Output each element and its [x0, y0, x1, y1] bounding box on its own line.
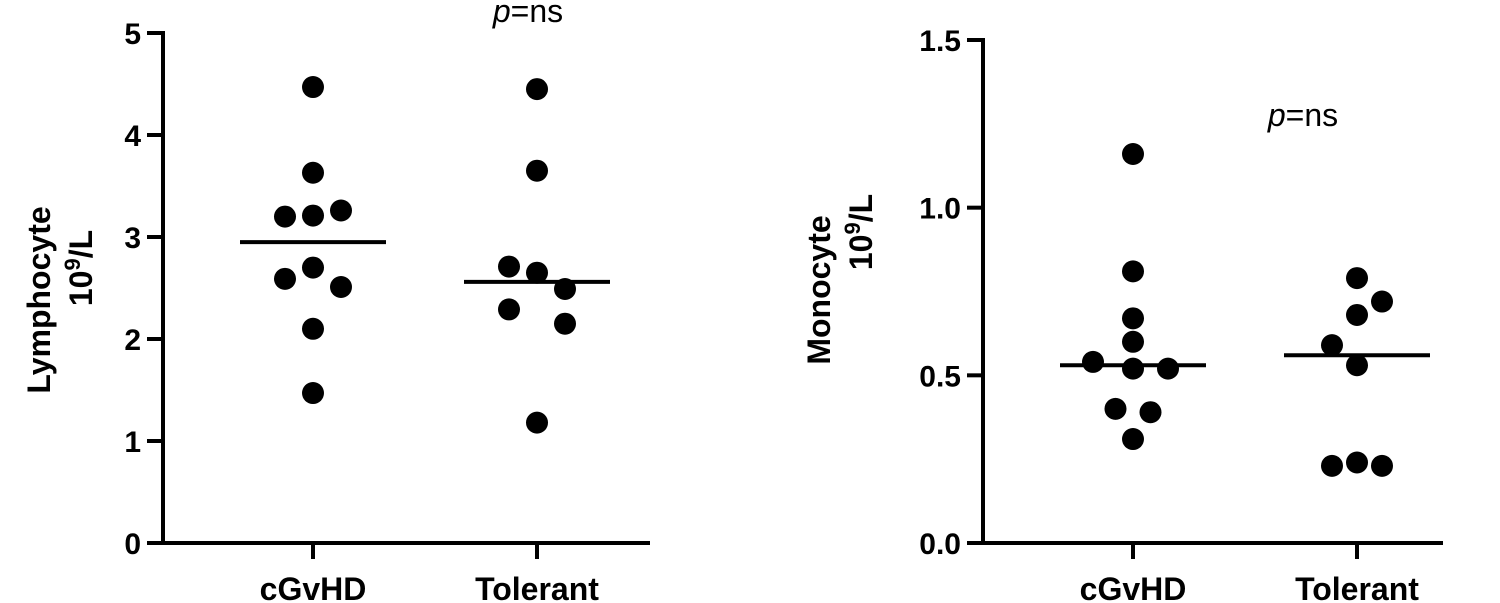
lymphocyte-axes: 0 1 2 3 4 5 cGvHD Tolerant — [124, 18, 650, 603]
lymphocyte-tolerant-point — [498, 298, 520, 321]
lymphocyte-y-tick-label: 2 — [124, 324, 141, 357]
monocyte-y-tick-label: 1.0 — [919, 193, 961, 226]
monocyte-ylabel: Monocyte — [801, 215, 837, 364]
monocyte-tolerant-point — [1346, 451, 1368, 474]
monocyte-cgvhd-point — [1139, 401, 1162, 424]
monocyte-tolerant-point — [1321, 334, 1343, 357]
monocyte-axes: 0.0 0.5 1.0 1.5 cGvHD Tolerant — [919, 25, 1443, 603]
lymphocyte-panel: Lymphocyte 109/L 0 1 2 3 4 5 cGvHD Tolerant p=n… — [21, 0, 650, 603]
monocyte-cgvhd-point — [1082, 350, 1104, 373]
lymphocyte-cgvhd-point — [274, 267, 296, 290]
monocyte-marks — [1060, 143, 1430, 477]
monocyte-tolerant-point — [1371, 290, 1393, 313]
monocyte-category-label-cgvhd: cGvHD — [1080, 571, 1187, 603]
lymphocyte-cgvhd-point — [274, 205, 296, 228]
lymphocyte-cgvhd-point — [302, 256, 324, 279]
monocyte-cgvhd-point — [1104, 397, 1127, 420]
monocyte-cgvhd-point — [1122, 428, 1144, 451]
lymphocyte-tolerant-point — [554, 312, 576, 335]
lymphocyte-category-label-cgvhd: cGvHD — [260, 571, 367, 603]
monocyte-p-value: p=ns — [1267, 97, 1338, 133]
monocyte-tolerant-point — [1321, 454, 1343, 477]
monocyte-ylabel-unit: 109/L — [840, 194, 879, 270]
monocyte-cgvhd-point — [1122, 260, 1144, 283]
lymphocyte-y-tick-label: 5 — [124, 18, 141, 51]
lymphocyte-tolerant-point — [498, 255, 520, 278]
lymphocyte-cgvhd-point — [302, 317, 324, 340]
monocyte-cgvhd-point — [1122, 330, 1144, 353]
lymphocyte-cgvhd-point — [330, 199, 352, 222]
lymphocyte-y-tick-label: 1 — [124, 426, 141, 459]
lymphocyte-cgvhd-point — [302, 204, 324, 227]
monocyte-tolerant-point — [1346, 303, 1368, 326]
monocyte-tolerant-point — [1346, 267, 1368, 290]
lymphocyte-tolerant-point — [526, 411, 548, 434]
monocyte-panel: Monocyte 109/L 0.0 0.5 1.0 1.5 cGvHD Tolerant… — [801, 25, 1443, 603]
monocyte-y-tick-label: 0.5 — [919, 360, 961, 393]
lymphocyte-ylabel-unit: 109/L — [60, 230, 99, 306]
monocyte-y-tick-label: 1.5 — [919, 25, 961, 58]
lymphocyte-tolerant-point — [526, 159, 548, 182]
monocyte-tolerant-point — [1346, 354, 1368, 377]
lymphocyte-tolerant-point — [526, 78, 548, 101]
lymphocyte-cgvhd-point — [302, 161, 324, 184]
lymphocyte-y-tick-label: 0 — [124, 528, 141, 561]
lymphocyte-marks — [240, 76, 610, 434]
monocyte-cgvhd-point — [1122, 357, 1144, 380]
lymphocyte-cgvhd-point — [302, 76, 324, 99]
lymphocyte-y-tick-label: 4 — [124, 120, 141, 153]
monocyte-y-tick-label: 0.0 — [919, 528, 961, 561]
lymphocyte-p-value: p=ns — [492, 0, 563, 29]
lymphocyte-category-label-tolerant: Tolerant — [475, 571, 599, 603]
lymphocyte-tolerant-point — [526, 261, 548, 284]
lymphocyte-cgvhd-point — [330, 275, 352, 298]
monocyte-cgvhd-point — [1122, 143, 1144, 166]
lymphocyte-y-tick-label: 3 — [124, 222, 141, 255]
lymphocyte-ylabel: Lymphocyte — [21, 206, 57, 393]
monocyte-tolerant-point — [1371, 454, 1393, 477]
monocyte-category-label-tolerant: Tolerant — [1295, 571, 1419, 603]
monocyte-cgvhd-point — [1157, 357, 1179, 380]
monocyte-cgvhd-point — [1122, 307, 1144, 330]
lymphocyte-cgvhd-point — [302, 382, 324, 405]
